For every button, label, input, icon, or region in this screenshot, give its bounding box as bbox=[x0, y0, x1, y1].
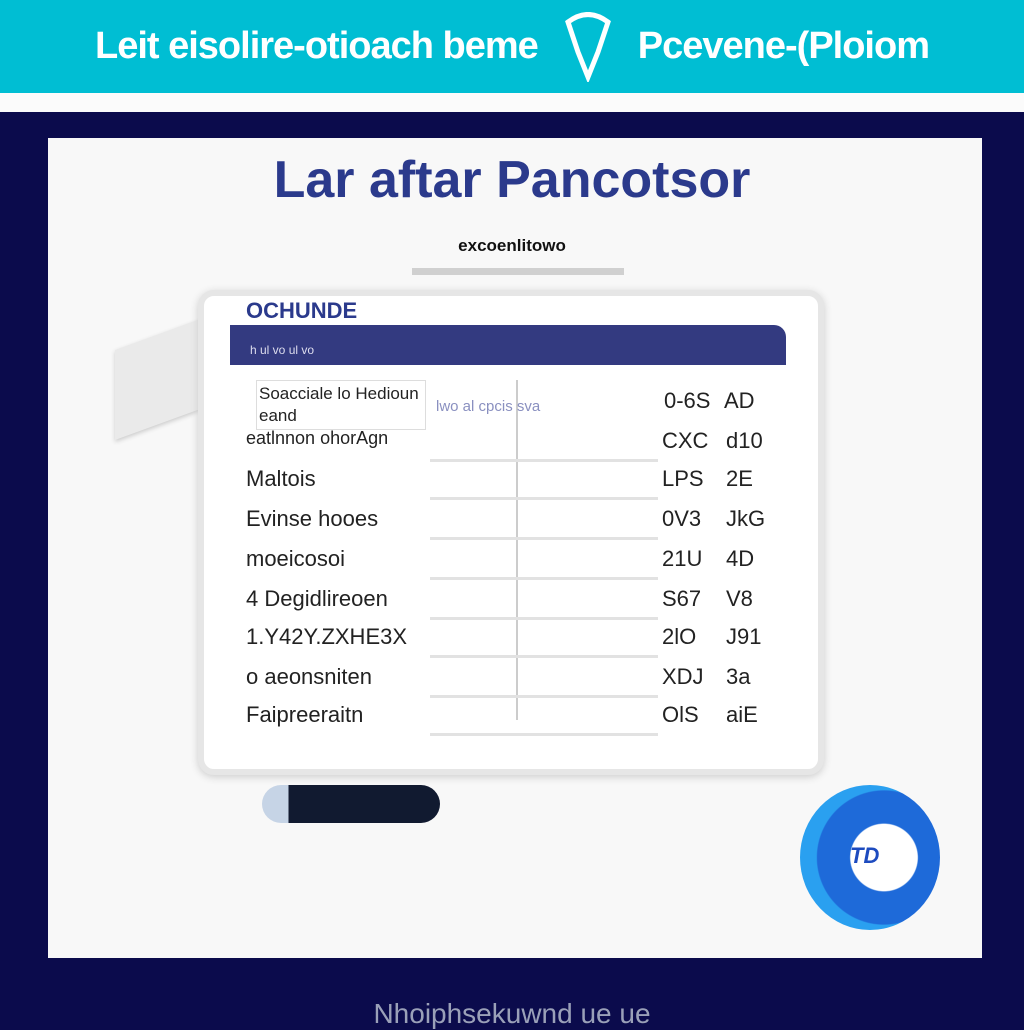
row-middle-cell bbox=[430, 544, 658, 580]
table-card bbox=[198, 290, 824, 775]
row-middle-cell bbox=[430, 464, 658, 500]
header-middle: lwo al cpcis sva bbox=[436, 398, 541, 415]
top-banner: Leit eisolire-otioach beme Pcevene-(Ploi… bbox=[0, 0, 1024, 93]
stylus-pen bbox=[262, 785, 440, 823]
card-brand: OCHUNDE bbox=[246, 298, 358, 323]
row-label: moeicosoi bbox=[246, 546, 346, 571]
header-c2: AD bbox=[724, 388, 755, 413]
progress-bar bbox=[412, 268, 624, 275]
row-c2: d10 bbox=[726, 428, 763, 453]
map-pin-icon bbox=[564, 11, 611, 82]
row-c1: LPS bbox=[662, 466, 704, 491]
row-c2: 3a bbox=[726, 664, 751, 689]
banner-left-text: Leit eisolire-otioach beme bbox=[94, 25, 539, 67]
page-subtitle: excoenlitowo bbox=[458, 236, 566, 255]
table-header-bar: h ul vo ul vo bbox=[230, 325, 786, 365]
header-label: Soacciale lo Hedioun eand bbox=[256, 380, 426, 430]
row-label: eatlnnon ohorAgn bbox=[246, 428, 389, 448]
column-divider bbox=[516, 380, 518, 720]
row-c1: 21U bbox=[662, 546, 703, 571]
brand-logo: TD bbox=[800, 785, 940, 930]
row-label: o aeonsniten bbox=[246, 664, 372, 689]
row-middle-cell bbox=[430, 662, 658, 698]
row-c2: V8 bbox=[726, 586, 753, 611]
row-middle-cell bbox=[430, 426, 658, 462]
row-c1: S67 bbox=[662, 586, 702, 611]
row-middle-cell bbox=[430, 700, 658, 736]
header-line: h ul vo ul vo bbox=[250, 343, 315, 357]
row-c1: OlS bbox=[662, 702, 699, 727]
logo-text: TD bbox=[850, 843, 880, 868]
row-c2: 4D bbox=[726, 546, 755, 571]
row-c1: 0V3 bbox=[662, 506, 702, 531]
row-middle-cell bbox=[430, 504, 658, 540]
row-label: 4 Degidlireoen bbox=[246, 586, 388, 611]
row-middle-cell bbox=[430, 584, 658, 620]
row-c2: JkG bbox=[726, 506, 766, 531]
row-label: Faipreeraitn bbox=[246, 702, 364, 727]
row-c2: J91 bbox=[726, 624, 762, 649]
page-title: Lar aftar Pancotsor bbox=[273, 151, 751, 209]
row-c2: 2E bbox=[726, 466, 753, 491]
header-c1: 0-6S bbox=[664, 388, 711, 413]
row-middle-cell bbox=[430, 622, 658, 658]
divider-strip bbox=[0, 93, 1024, 112]
footer-text: Nhoiphsekuwnd ue ue bbox=[373, 998, 651, 1029]
row-label: Maltois bbox=[246, 466, 316, 491]
row-c1: 2lO bbox=[662, 624, 697, 649]
row-label: Evinse hooes bbox=[246, 506, 379, 531]
row-label: 1.Y42Y.ZXHE3X bbox=[246, 624, 408, 649]
row-c1: CXC bbox=[662, 428, 709, 453]
row-c2: aiE bbox=[726, 702, 758, 727]
banner-right-text: Pcevene-(Ploiom bbox=[637, 25, 930, 67]
row-c1: XDJ bbox=[662, 664, 704, 689]
